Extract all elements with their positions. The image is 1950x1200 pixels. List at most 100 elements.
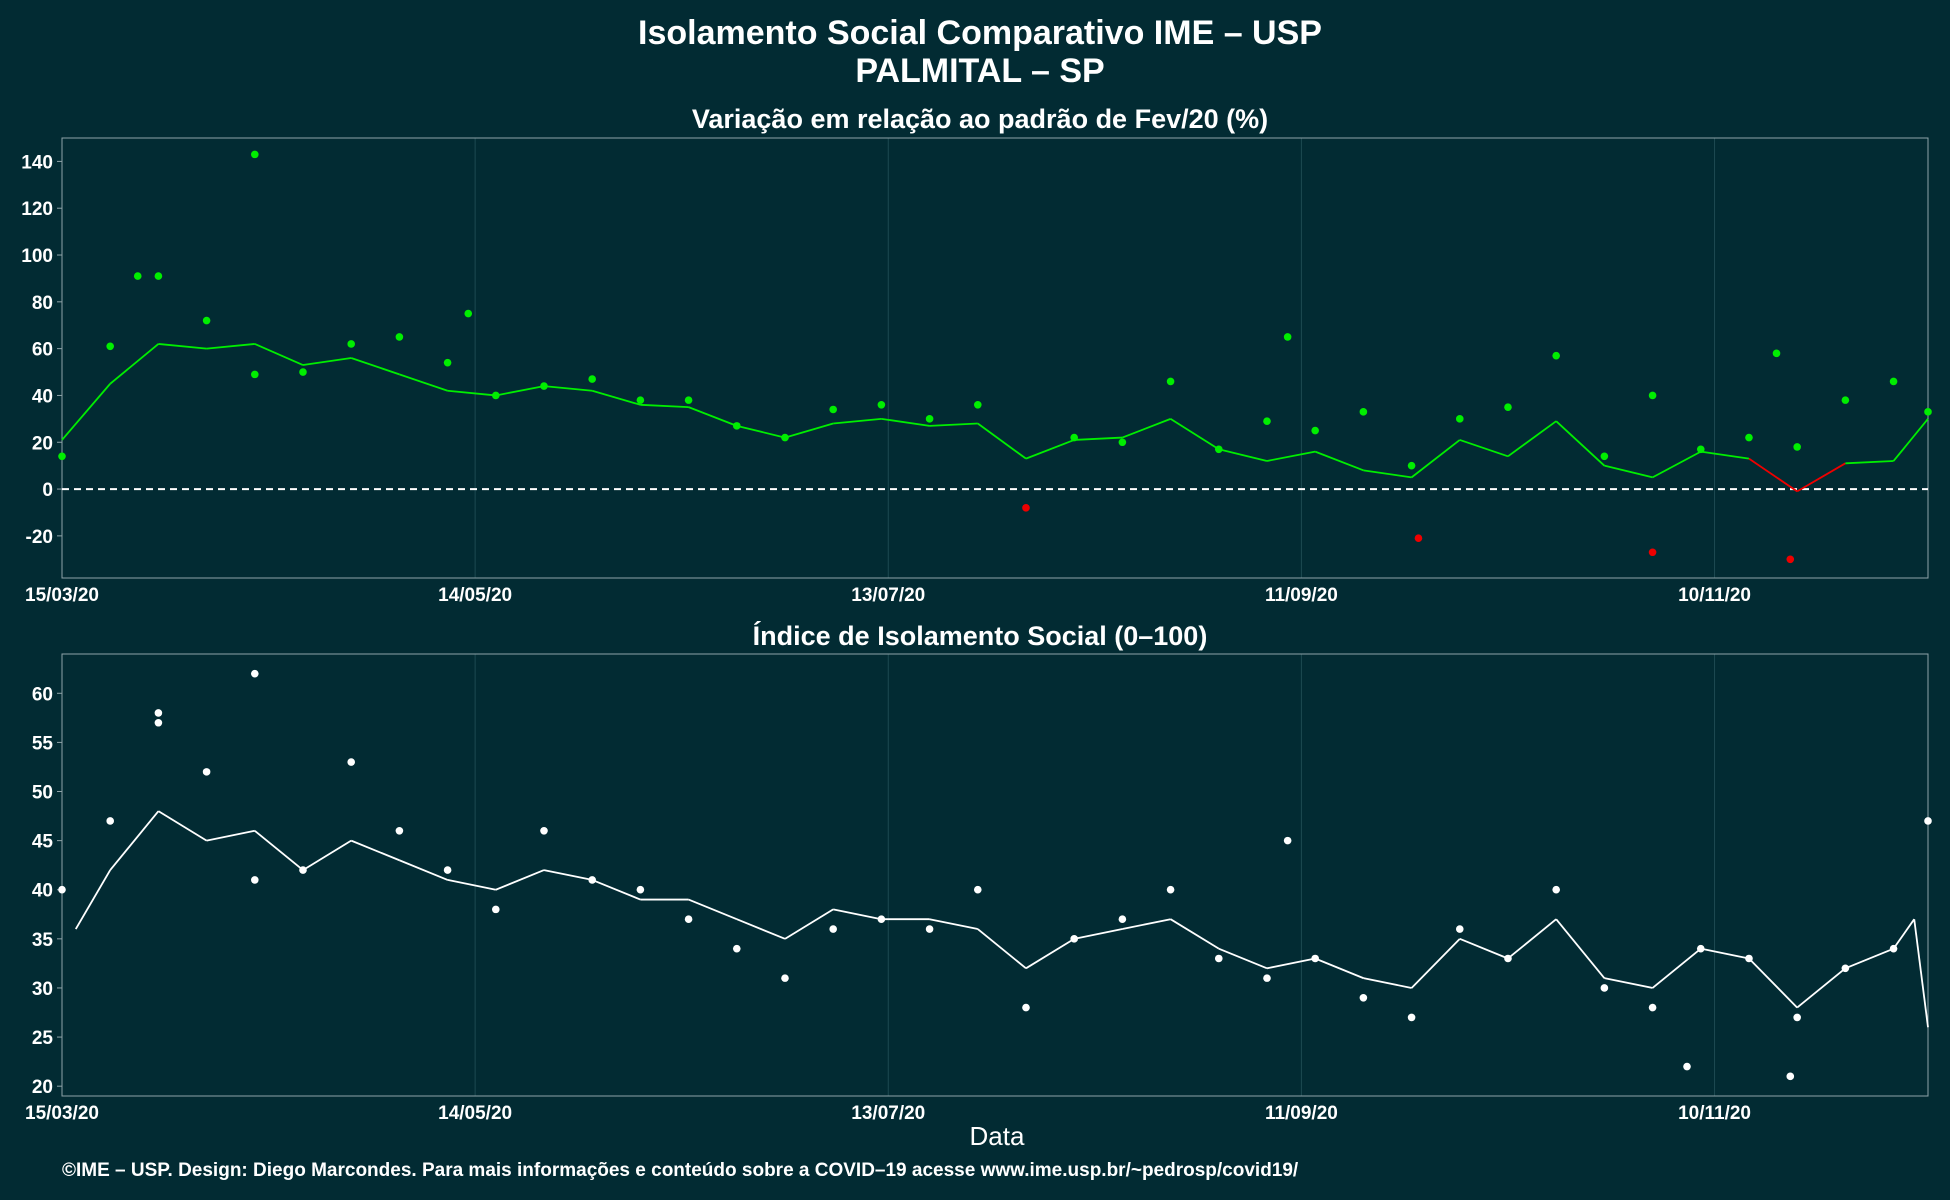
y-tick-label: 140: [21, 152, 53, 173]
moving-average-segment: [1652, 450, 1702, 479]
moving-average-segment: [1748, 957, 1798, 1009]
data-point: [202, 316, 211, 325]
data-point: [1263, 974, 1271, 982]
data-point: [154, 272, 163, 280]
data-point: [491, 391, 500, 400]
y-tick-label: 80: [32, 293, 53, 314]
data-point: [58, 885, 66, 894]
data-point: [106, 342, 114, 351]
moving-average-segment: [109, 343, 159, 385]
x-tick-label: 11/09/20: [1265, 1103, 1338, 1124]
y-tick-label: 20: [32, 433, 53, 454]
moving-average-segment: [447, 389, 496, 397]
moving-average-segment: [74, 869, 111, 930]
moving-average-segment: [109, 810, 160, 871]
data-point: [1455, 415, 1464, 423]
panel-border: [61, 137, 1929, 579]
data-point: [1552, 885, 1560, 894]
moving-average-segment: [1555, 918, 1606, 979]
chart-subtitle: PALMITAL – SP: [855, 52, 1104, 90]
data-point: [250, 876, 259, 884]
moving-average-segment: [784, 422, 834, 439]
panel2-title: Índice de Isolamento Social (0–100): [753, 620, 1208, 651]
data-point: [250, 669, 259, 678]
moving-average-segment: [1074, 928, 1123, 940]
moving-average-segment: [1266, 957, 1316, 970]
moving-average-segment: [399, 373, 448, 392]
moving-average-segment: [1218, 448, 1268, 462]
data-point: [1504, 403, 1512, 411]
moving-average-segment: [350, 357, 400, 376]
moving-average-segment: [206, 829, 255, 842]
y-tick-label: 40: [32, 881, 53, 902]
moving-average-segment: [1122, 418, 1171, 439]
moving-average-segment: [1410, 938, 1461, 989]
x-tick-label: 10/11/20: [1678, 1103, 1751, 1124]
moving-average-segment: [1411, 439, 1461, 479]
y-tick-label: 30: [32, 979, 53, 1000]
moving-average-segment: [495, 869, 545, 891]
moving-average-segment: [1266, 450, 1316, 462]
data-point: [781, 433, 789, 442]
moving-average-segment: [1363, 469, 1412, 479]
moving-average-segment: [1700, 450, 1750, 460]
moving-average-segment: [640, 403, 689, 409]
data-point: [684, 396, 693, 404]
x-tick-label: 11/09/20: [1265, 585, 1338, 606]
moving-average-segment: [157, 810, 208, 842]
data-point: [781, 974, 789, 982]
x-axis-label: Data: [970, 1121, 1025, 1151]
moving-average-segment: [1796, 967, 1846, 1009]
moving-average-segment: [1507, 918, 1557, 960]
moving-average-segment: [591, 389, 641, 406]
moving-average-segment: [688, 898, 738, 921]
data-point: [1022, 503, 1030, 512]
data-point: [443, 866, 452, 874]
data-point: [1648, 1003, 1657, 1012]
data-point: [1648, 391, 1657, 400]
moving-average-segment: [1314, 450, 1364, 472]
panel1-title: Variação em relação ao padrão de Fev/20 …: [692, 104, 1268, 134]
moving-average-segment: [1555, 420, 1605, 467]
moving-average-segment: [350, 839, 400, 862]
data-point: [1745, 433, 1753, 442]
data-point: [1283, 836, 1292, 845]
data-point: [1311, 954, 1319, 963]
moving-average-segment: [977, 422, 1027, 460]
data-point: [1793, 1013, 1801, 1022]
data-point: [1283, 333, 1292, 341]
moving-average-segment: [881, 417, 930, 427]
data-point: [154, 709, 163, 717]
data-point: [1359, 408, 1368, 416]
moving-average-segment: [1025, 938, 1075, 970]
moving-average-segment: [1604, 977, 1653, 989]
x-tick-label: 13/07/20: [851, 1103, 925, 1124]
data-point: [1311, 426, 1319, 435]
moving-average-segment: [1363, 977, 1412, 989]
x-tick-label: 15/03/20: [25, 585, 99, 606]
variation-panel: 15/03/20 14/05/20 13/07/20 11/09/20 10/11/20…: [21, 137, 1932, 606]
moving-average-segment: [1122, 918, 1171, 930]
data-point: [1786, 1072, 1795, 1081]
data-point: [1683, 1062, 1691, 1071]
data-point: [1214, 954, 1223, 963]
moving-average-segment: [688, 406, 738, 427]
moving-average-segment: [1892, 418, 1929, 462]
moving-average-segment: [1748, 457, 1798, 493]
data-point: [1696, 944, 1705, 953]
y-tick-label: 40: [32, 386, 53, 407]
moving-average-segment: [1218, 947, 1268, 970]
data-point: [1648, 548, 1657, 557]
y-tick-label: -20: [26, 527, 53, 548]
data-point: [1772, 349, 1781, 358]
data-point: [540, 382, 548, 390]
moving-average-segment: [736, 424, 786, 439]
data-point: [491, 905, 500, 914]
moving-average-segment: [1459, 938, 1509, 960]
data-point: [540, 827, 548, 835]
moving-average-segment: [736, 918, 786, 940]
moving-average-segment: [1025, 439, 1075, 460]
moving-average-segment: [206, 343, 255, 350]
moving-average-segment: [447, 879, 496, 891]
moving-average-segment: [1845, 460, 1894, 465]
